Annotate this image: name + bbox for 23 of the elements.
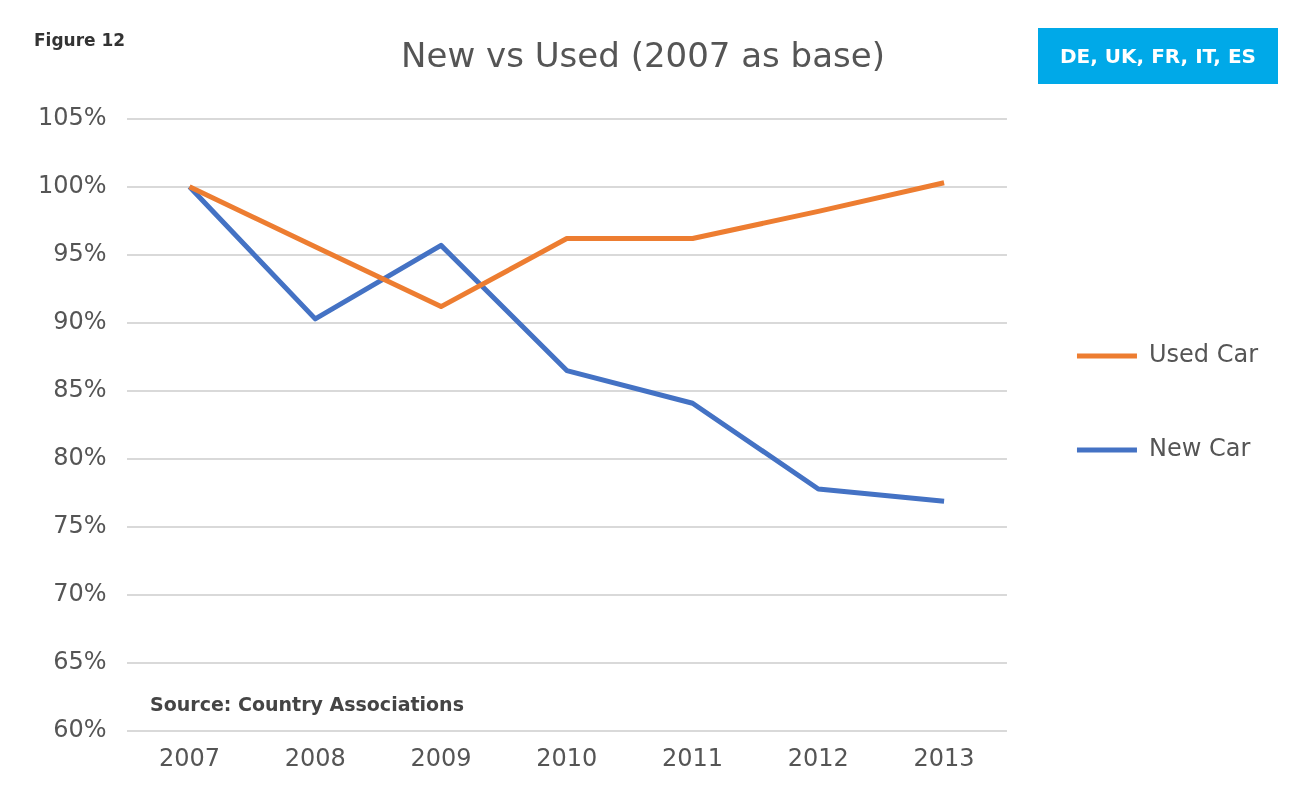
- y-tick-label: 75%: [53, 511, 107, 540]
- y-tick-label: 105%: [37, 103, 107, 132]
- y-tick-label: 95%: [53, 239, 107, 268]
- x-tick-label: 2007: [158, 743, 221, 772]
- text: DE, UK, FR, IT, ES: [1038, 28, 1278, 84]
- x-tick-label: 2011: [662, 743, 724, 772]
- y-tick-label: 80%: [53, 443, 107, 472]
- annotation: Source: Country Associations: [150, 693, 464, 715]
- x-tick-label: 2009: [410, 743, 472, 772]
- y-tick-label: 60%: [53, 715, 107, 744]
- y-tick-label: 90%: [53, 307, 107, 336]
- y-tick-label: 100%: [37, 171, 107, 200]
- y-tick-label: 85%: [53, 375, 107, 404]
- legend-label: Used Car: [1148, 340, 1259, 369]
- y-tick-label: 70%: [53, 579, 107, 608]
- x-tick-label: 2013: [913, 743, 975, 772]
- y-tick-label: 65%: [53, 647, 107, 676]
- x-tick-label: 2010: [536, 743, 598, 772]
- legend-label: New Car: [1148, 434, 1251, 463]
- x-tick-label: 2008: [284, 743, 346, 772]
- x-tick-label: 2012: [787, 743, 849, 772]
- caption: Figure 12: [34, 30, 126, 50]
- chart-title: New vs Used (2007 as base): [401, 35, 885, 76]
